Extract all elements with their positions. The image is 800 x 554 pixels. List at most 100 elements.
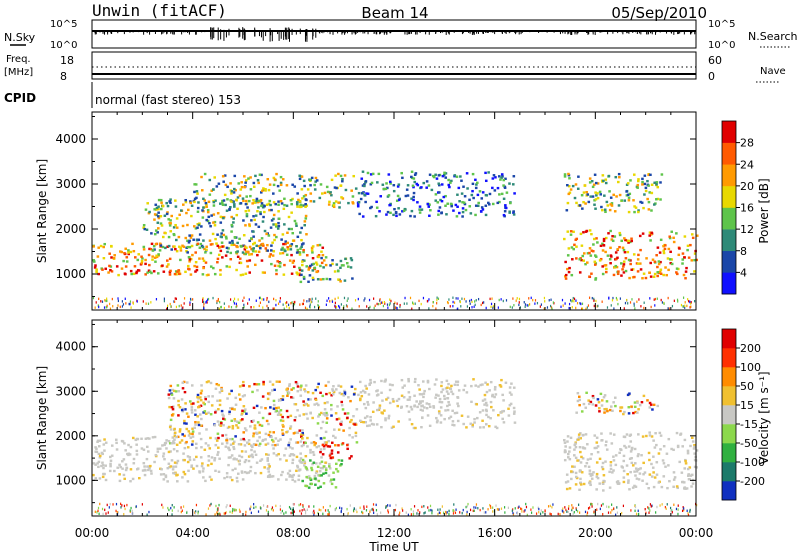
echo-cell: [690, 473, 694, 476]
echo-cell: [305, 265, 309, 268]
echo-cell: [499, 385, 503, 388]
echo-cell: [671, 511, 673, 514]
echo-cell: [618, 231, 622, 235]
echo-cell: [625, 433, 629, 436]
echo-cell: [359, 391, 363, 394]
echo-cell: [677, 508, 679, 511]
echo-cell: [297, 478, 300, 482]
echo-cell: [412, 426, 416, 430]
echo-cell: [337, 278, 340, 281]
echo-cell: [279, 508, 282, 511]
echo-cell: [445, 512, 447, 515]
echo-cell: [402, 209, 406, 213]
echo-cell: [436, 298, 438, 302]
echo-cell: [197, 223, 201, 227]
echo-cell: [187, 255, 191, 259]
echo-cell: [624, 238, 627, 242]
echo-cell: [342, 394, 346, 397]
echo-cell: [157, 253, 160, 256]
echo-cell: [330, 441, 334, 444]
echo-cell: [339, 385, 343, 388]
echo-cell: [654, 297, 657, 301]
echo-cell: [264, 247, 268, 250]
echo-cell: [258, 436, 261, 439]
echo-cell: [452, 424, 456, 427]
echo-cell: [171, 468, 175, 471]
echo-cell: [350, 385, 354, 388]
echo-cell: [521, 510, 523, 513]
echo-cell: [693, 465, 697, 469]
echo-cell: [612, 455, 615, 458]
echo-cell: [577, 438, 580, 441]
echo-cell: [470, 193, 474, 197]
echo-cell: [402, 396, 406, 399]
echo-cell: [203, 448, 207, 451]
echo-cell: [279, 297, 281, 300]
echo-cell: [160, 201, 163, 204]
echo-cell: [157, 216, 161, 220]
echo-cell: [145, 457, 149, 461]
echo-cell: [593, 510, 595, 513]
colorbar-tick-label: -100: [740, 456, 765, 469]
echo-cell: [477, 507, 479, 510]
echo-cell: [590, 249, 594, 252]
echo-cell: [208, 447, 212, 450]
echo-cell: [172, 226, 176, 229]
echo-cell: [535, 512, 538, 515]
echo-cell: [183, 297, 186, 300]
echo-cell: [463, 384, 467, 387]
echo-cell: [197, 510, 199, 514]
echo-cell: [247, 459, 251, 463]
echo-cell: [95, 447, 98, 451]
echo-cell: [637, 178, 640, 181]
echo-cell: [292, 502, 294, 506]
echo-cell: [651, 258, 655, 261]
echo-cell: [196, 206, 200, 210]
echo-cell: [685, 487, 689, 490]
echo-cell: [220, 388, 223, 391]
echo-cell: [174, 390, 178, 393]
echo-cell: [648, 511, 650, 514]
echo-cell: [691, 440, 695, 443]
echo-cell: [125, 256, 129, 259]
echo-cell: [492, 409, 495, 412]
echo-cell: [590, 477, 594, 480]
echo-cell: [133, 265, 137, 268]
echo-cell: [299, 231, 302, 234]
echo-cell: [166, 245, 169, 248]
echo-cell: [194, 511, 196, 514]
echo-cell: [655, 183, 658, 186]
echo-cell: [358, 380, 362, 384]
echo-cell: [385, 213, 388, 216]
echo-cell: [435, 421, 439, 424]
echo-cell: [578, 258, 582, 261]
echo-cell: [327, 203, 331, 206]
echo-cell: [571, 300, 573, 303]
echo-cell: [103, 242, 107, 246]
echo-cell: [193, 200, 196, 204]
echo-cell: [129, 468, 133, 471]
echo-cell: [686, 244, 690, 248]
noise-left-tick-top: 10^5: [50, 19, 77, 30]
echo-cell: [293, 480, 297, 483]
echo-cell: [261, 439, 264, 443]
echo-cell: [629, 440, 633, 443]
echo-cell: [194, 270, 197, 273]
echo-cell: [666, 503, 668, 506]
echo-cell: [518, 301, 520, 304]
echo-cell: [140, 262, 144, 265]
echo-cell: [608, 257, 612, 261]
echo-cell: [218, 391, 222, 394]
echo-cell: [659, 434, 663, 437]
echo-cell: [369, 509, 371, 512]
echo-cell: [516, 512, 519, 515]
echo-cell: [443, 394, 446, 398]
echo-cell: [267, 234, 271, 237]
echo-cell: [632, 253, 636, 256]
echo-cell: [375, 200, 378, 204]
echo-cell: [330, 394, 333, 397]
echo-cell: [588, 275, 591, 278]
echo-cell: [317, 445, 321, 448]
echo-cell: [579, 477, 582, 481]
echo-cell: [630, 268, 633, 271]
